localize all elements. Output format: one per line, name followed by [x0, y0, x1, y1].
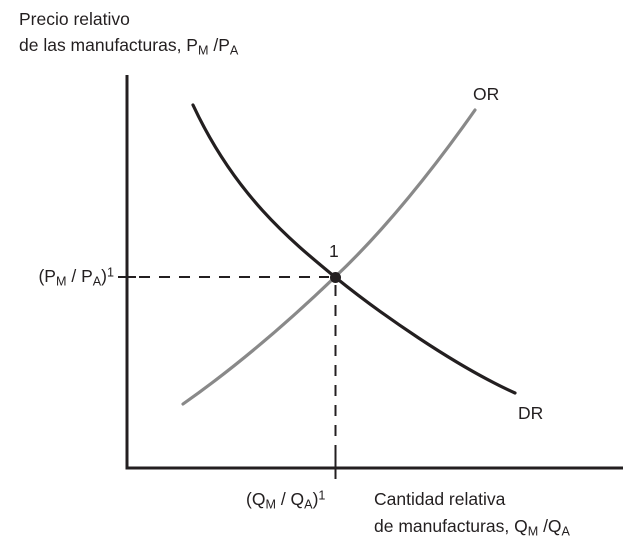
dr-curve-label: DR: [518, 403, 544, 423]
x-axis-title-line1: Cantidad relativa: [374, 489, 506, 509]
axes-lines: [125, 75, 623, 470]
y-axis-title-line2: de las manufacturas, PM /PA: [19, 35, 239, 58]
x-axis-title: Cantidad relativa de manufacturas, QM /Q…: [374, 486, 570, 540]
or-curve-label: OR: [473, 84, 500, 104]
dr-demand-curve: [191, 103, 517, 395]
y-axis-title: Precio relativo de las manufacturas, PM …: [19, 6, 238, 58]
equilibrium-point-label: 1: [329, 241, 339, 261]
equilibrium-point-dot: [330, 272, 341, 283]
x-axis-tick-label: (QM / QA)1: [246, 488, 326, 512]
y-axis-title-line1: Precio relativo: [19, 9, 130, 29]
y-axis-tick-label: (PM / PA)1: [38, 265, 114, 289]
x-axis-title-line2: de manufacturas, QM /QA: [374, 516, 570, 539]
